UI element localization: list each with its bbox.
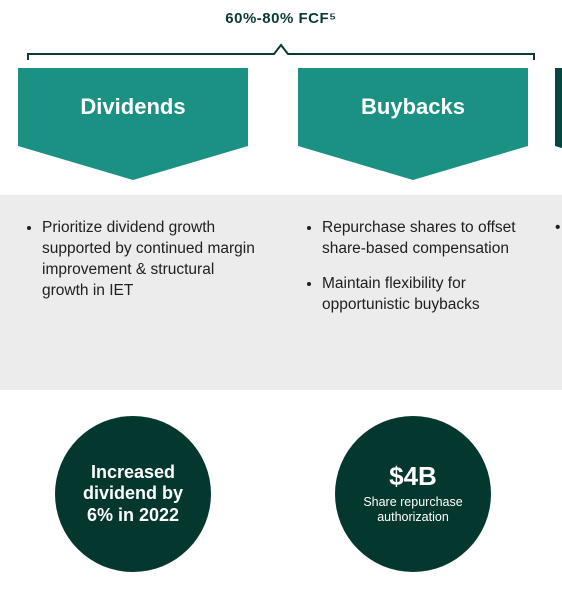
bullet-list: Prioritize dividend growth supported by …	[22, 218, 257, 302]
bullet-item: Repurchase shares to offset share-based …	[322, 218, 537, 260]
circle-line: Increased	[91, 462, 175, 484]
circle-line: 6% in 2022	[87, 505, 179, 527]
circle-line: dividend by	[83, 483, 183, 505]
bullet-item: Maintain flexibility for opportunistic b…	[322, 274, 537, 316]
buybacks-arrow-tip	[298, 146, 528, 180]
circle-line: Share repurchase authorization	[345, 495, 481, 526]
edge-right-column	[555, 68, 562, 180]
edge-right-arrow-head	[555, 68, 562, 146]
dividends-header: Dividends	[18, 68, 248, 146]
bullet-list: Repurchase shares to offset share-based …	[302, 218, 537, 316]
edge-bullet-fragment: •	[555, 219, 560, 236]
edge-right-arrow-tip	[555, 146, 562, 180]
infographic-canvas: 60%-80% FCF⁵ Dividends Buybacks Prioriti…	[0, 0, 562, 597]
bracket-icon	[27, 40, 535, 60]
buybacks-arrow: Buybacks	[298, 68, 528, 180]
circle-line: $4B	[389, 462, 437, 491]
dividends-arrow-tip	[18, 146, 248, 180]
dividends-circle: Increaseddividend by6% in 2022	[55, 416, 211, 572]
edge-right-bullets: •	[555, 218, 562, 239]
footer-faint-text	[0, 579, 562, 597]
buybacks-header: Buybacks	[298, 68, 528, 146]
dividends-arrow: Dividends	[18, 68, 248, 180]
buybacks-circle: $4B Share repurchase authorization	[335, 416, 491, 572]
buybacks-bullets: Repurchase shares to offset share-based …	[302, 218, 537, 330]
top-range-label: 60%-80% FCF⁵	[0, 10, 562, 27]
bullet-item: Prioritize dividend growth supported by …	[42, 218, 257, 302]
dividends-bullets: Prioritize dividend growth supported by …	[22, 218, 257, 316]
